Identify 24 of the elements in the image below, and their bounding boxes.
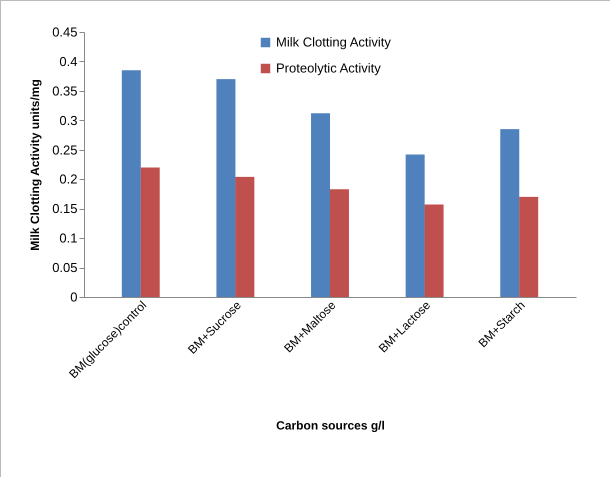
y-axis-title: Milk Clotting Activity units/mg xyxy=(28,79,42,251)
legend-label: Milk Clotting Activity xyxy=(276,34,392,50)
y-tick-label: 0.1 xyxy=(59,230,78,246)
legend-label: Proteolytic Activity xyxy=(276,60,382,76)
y-tick-label: 0.4 xyxy=(59,54,78,69)
y-tick-label: 0.15 xyxy=(52,201,78,216)
bar xyxy=(424,204,444,297)
bar xyxy=(500,129,520,297)
bar xyxy=(235,176,254,297)
bar xyxy=(122,70,141,297)
y-tick-label: 0.3 xyxy=(59,112,78,128)
y-tick-label: 0.25 xyxy=(52,142,78,158)
x-axis-title: Carbon sources g/l xyxy=(276,418,385,432)
y-tick-label: 0 xyxy=(70,290,78,304)
y-tick-label: 0.05 xyxy=(52,260,78,276)
y-tick-label: 0.45 xyxy=(52,24,78,40)
bar xyxy=(311,113,330,297)
y-tick-label: 0.35 xyxy=(52,83,78,98)
bar xyxy=(140,167,160,297)
bar xyxy=(330,189,349,297)
y-tick-label: 0.2 xyxy=(59,172,78,187)
bar xyxy=(519,196,538,297)
bar xyxy=(406,154,425,297)
bar xyxy=(216,79,236,297)
